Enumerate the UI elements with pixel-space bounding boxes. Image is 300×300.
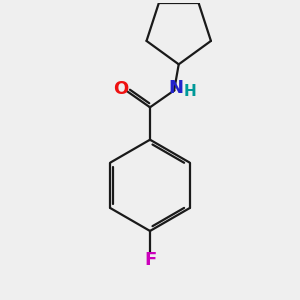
Text: F: F [144, 251, 156, 269]
Text: O: O [113, 80, 128, 98]
Text: H: H [184, 83, 197, 98]
Text: N: N [168, 79, 183, 97]
